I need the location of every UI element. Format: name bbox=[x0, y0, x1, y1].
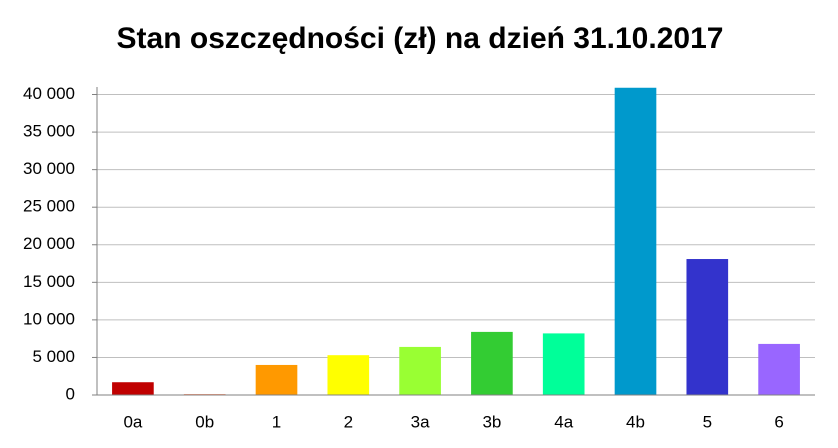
bar bbox=[686, 259, 729, 395]
bar bbox=[471, 331, 513, 395]
x-tick-label: 4a bbox=[554, 412, 573, 431]
bar bbox=[758, 343, 800, 395]
x-tick-label: 0a bbox=[123, 412, 142, 431]
y-tick-label: 5 000 bbox=[32, 347, 75, 366]
x-tick-label: 5 bbox=[703, 412, 712, 431]
y-tick-label: 30 000 bbox=[23, 159, 75, 178]
y-tick-label: 10 000 bbox=[23, 309, 75, 328]
y-tick-label: 40 000 bbox=[23, 84, 75, 103]
bar bbox=[542, 333, 585, 395]
x-tick-label: 4b bbox=[626, 412, 645, 431]
x-tick-label: 6 bbox=[774, 412, 783, 431]
bar bbox=[112, 382, 154, 395]
y-tick-label: 25 000 bbox=[23, 197, 75, 216]
y-tick-label: 15 000 bbox=[23, 272, 75, 291]
bar bbox=[255, 364, 298, 395]
x-tick-label: 2 bbox=[344, 412, 353, 431]
y-tick-label: 35 000 bbox=[23, 122, 75, 141]
y-tick-label: 20 000 bbox=[23, 234, 75, 253]
x-tick-label: 3a bbox=[411, 412, 430, 431]
x-tick-label: 3b bbox=[482, 412, 501, 431]
x-tick-label: 0b bbox=[195, 412, 214, 431]
bar bbox=[614, 87, 657, 395]
bar bbox=[327, 355, 370, 395]
y-tick-label: 0 bbox=[66, 384, 75, 403]
x-tick-label: 1 bbox=[272, 412, 281, 431]
chart-title: Stan oszczędności (zł) na dzień 31.10.20… bbox=[117, 22, 724, 55]
bar bbox=[399, 346, 441, 395]
